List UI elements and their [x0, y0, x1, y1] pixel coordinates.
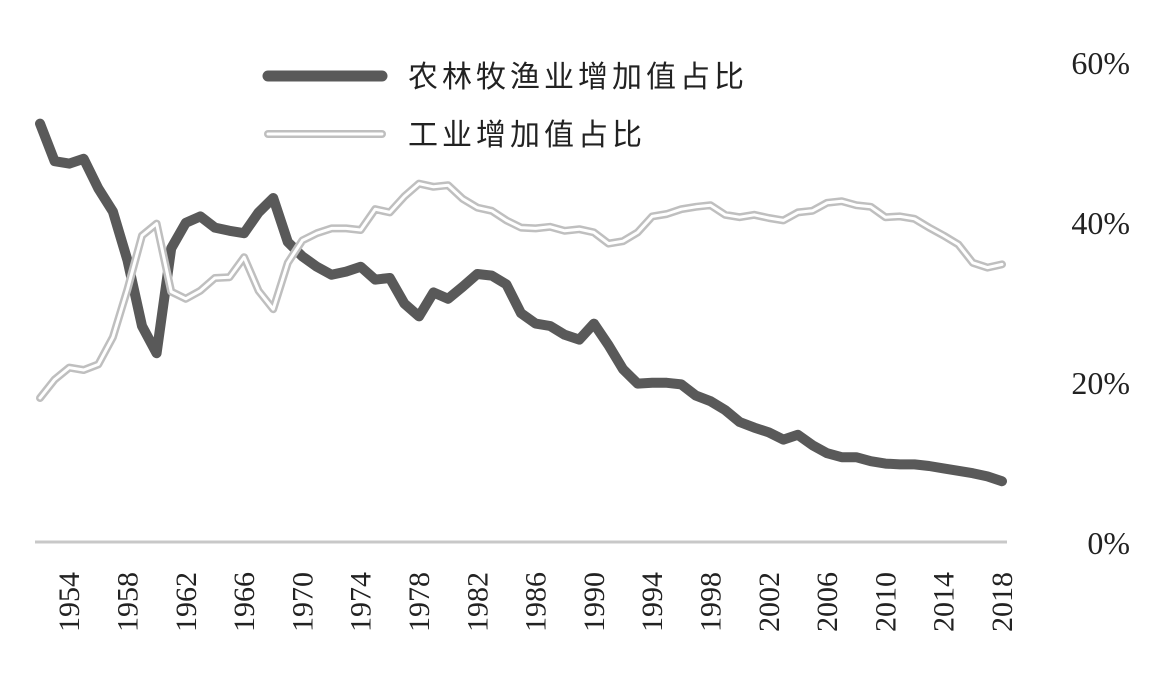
y-tick-label-40: 40% — [1071, 205, 1130, 241]
x-tick-label-2002: 2002 — [753, 572, 786, 632]
y-tick-label-0: 0% — [1087, 525, 1130, 561]
x-tick-label-1954: 1954 — [53, 572, 86, 632]
y-tick-label-60: 60% — [1071, 45, 1130, 81]
x-tick-label-2006: 2006 — [811, 572, 844, 632]
x-tick-label-2014: 2014 — [928, 572, 961, 632]
x-tick-label-1970: 1970 — [286, 572, 319, 632]
x-tick-label-1998: 1998 — [694, 572, 727, 632]
series-1-line — [35, 118, 1007, 487]
x-tick-label-1974: 1974 — [345, 572, 378, 632]
legend-label-1: 农林牧渔业增加值占比 — [408, 60, 748, 95]
series-group — [35, 118, 1007, 487]
x-tick-label-1966: 1966 — [228, 572, 261, 632]
x-tick-label-1986: 1986 — [520, 572, 553, 632]
x-tick-label-1958: 1958 — [111, 572, 144, 632]
x-tick-label-1978: 1978 — [403, 572, 436, 632]
x-tick-label-1962: 1962 — [170, 572, 203, 632]
series-2-inner — [38, 182, 1004, 400]
legend-label-2: 工业增加值占比 — [408, 118, 646, 153]
x-tick-label-1982: 1982 — [461, 572, 494, 632]
legend-item-1: 农林牧渔业增加值占比 — [262, 60, 748, 95]
y-tick-labels: 60% 40% 20% 0% — [1071, 45, 1130, 561]
x-tick-label-2018: 2018 — [986, 572, 1019, 632]
y-tick-label-20: 20% — [1071, 365, 1130, 401]
x-tick-label-2010: 2010 — [869, 572, 902, 632]
legend-item-2: 工业增加值占比 — [264, 118, 646, 153]
series-1-path — [35, 118, 1007, 487]
x-tick-label-1994: 1994 — [636, 572, 669, 632]
series-2-line — [36, 179, 1006, 402]
series-2-outline — [36, 179, 1006, 402]
x-axis: 1954 1958 1962 1966 1970 1974 1978 1982 1986 1990… — [35, 540, 1019, 632]
x-tick-label-1990: 1990 — [578, 572, 611, 632]
x-tick-labels: 1954 1958 1962 1966 1970 1974 1978 1982 1986 1990… — [53, 572, 1019, 632]
